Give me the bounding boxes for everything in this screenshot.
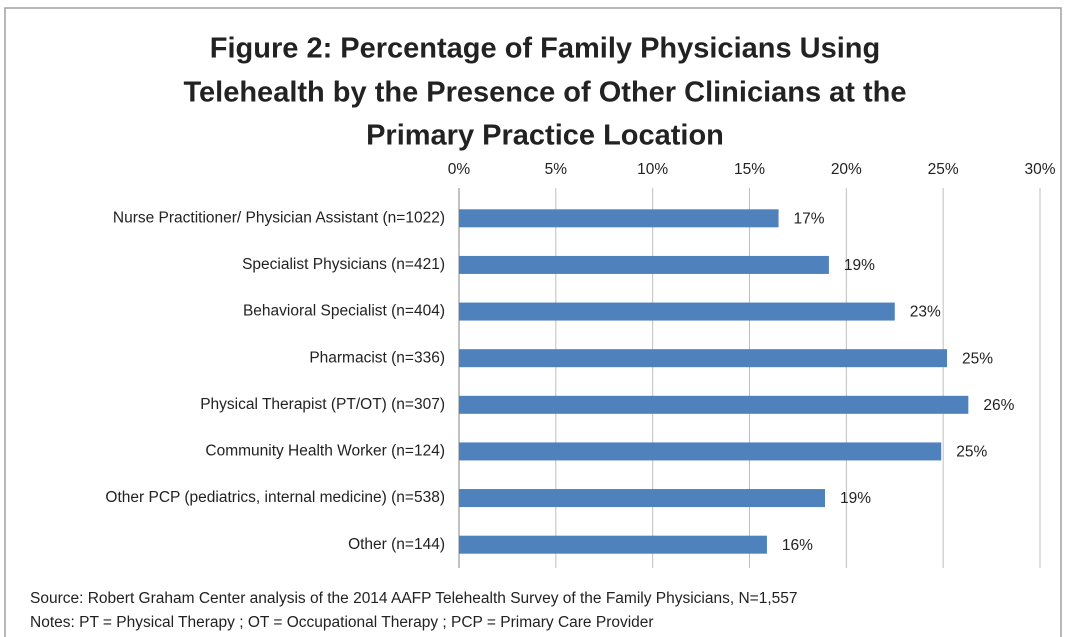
data-label: 25%: [962, 350, 993, 367]
y-tick-label: Pharmacist (n=336): [309, 349, 445, 366]
source-note: Source: Robert Graham Center analysis of…: [30, 590, 798, 607]
y-tick-label: Physical Therapist (PT/OT) (n=307): [200, 396, 445, 413]
x-tick-label: 15%: [734, 161, 765, 178]
data-label: 26%: [983, 397, 1014, 414]
x-tick-label: 20%: [831, 161, 862, 178]
y-tick-label: Specialist Physicians (n=421): [242, 256, 445, 273]
y-tick-label: Community Health Worker (n=124): [205, 443, 445, 460]
data-label: 25%: [956, 444, 987, 461]
bar: [459, 395, 969, 414]
y-tick-label: Behavioral Specialist (n=404): [243, 303, 445, 320]
data-label: 16%: [782, 537, 813, 554]
y-tick-label: Nurse Practitioner/ Physician Assistant …: [113, 209, 445, 226]
chart-title: Figure 2: Percentage of Family Physician…: [210, 33, 880, 65]
bar: [459, 489, 826, 508]
chart-border: [4, 7, 1062, 637]
data-label: 19%: [840, 490, 871, 507]
bar: [459, 442, 942, 461]
data-label: 23%: [910, 304, 941, 321]
bar: [459, 302, 895, 321]
data-label: 17%: [794, 210, 825, 227]
y-tick-label: Other (n=144): [348, 536, 445, 553]
bar: [459, 209, 779, 228]
x-tick-label: 30%: [1024, 161, 1055, 178]
x-tick-label: 10%: [637, 161, 668, 178]
chart-title: Primary Practice Location: [366, 120, 724, 152]
bar: [459, 535, 767, 554]
bar: [459, 349, 948, 368]
notes: Notes: PT = Physical Therapy ; OT = Occu…: [30, 614, 654, 631]
y-tick-label: Other PCP (pediatrics, internal medicine…: [105, 489, 445, 506]
x-tick-label: 25%: [928, 161, 959, 178]
x-tick-label: 5%: [545, 161, 568, 178]
chart-title: Telehealth by the Presence of Other Clin…: [183, 77, 906, 109]
bar: [459, 255, 829, 274]
x-tick-label: 0%: [448, 161, 471, 178]
data-label: 19%: [844, 257, 875, 274]
